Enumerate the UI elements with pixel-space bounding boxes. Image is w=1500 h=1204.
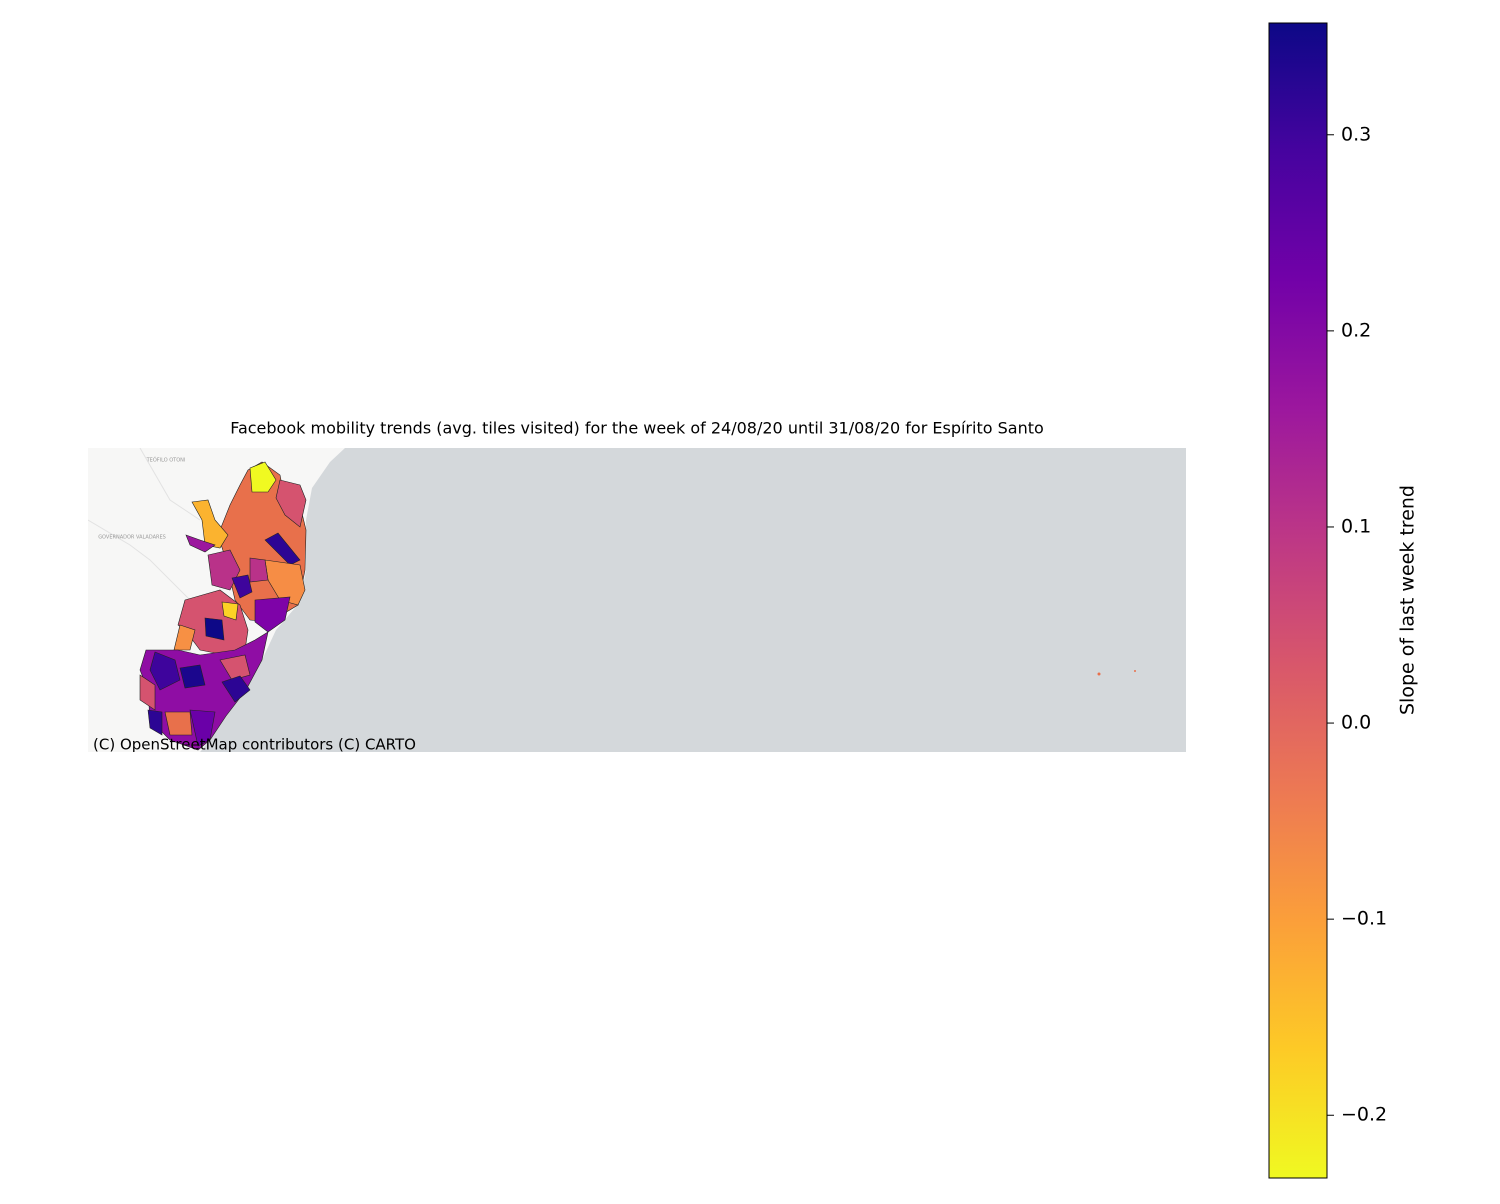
map: TEÓFILO OTONI GOVERNADOR VALADARES bbox=[88, 448, 1186, 754]
basemap-label: GOVERNADOR VALADARES bbox=[98, 535, 166, 541]
map-title: Facebook mobility trends (avg. tiles vis… bbox=[230, 419, 1044, 438]
attribution: (C) OpenStreetMap contributors (C) CARTO bbox=[93, 736, 416, 754]
colorbar-tick-label: 0.3 bbox=[1341, 123, 1371, 145]
municipality bbox=[250, 558, 268, 582]
basemap-label: TEÓFILO OTONI bbox=[146, 457, 186, 464]
island bbox=[1134, 670, 1136, 672]
colorbar-tick-label: −0.1 bbox=[1341, 908, 1387, 930]
colorbar-tick-label: 0.2 bbox=[1341, 319, 1371, 341]
colorbar-tick-label: 0.1 bbox=[1341, 515, 1371, 537]
colorbar bbox=[1269, 23, 1327, 1178]
municipality bbox=[165, 712, 192, 735]
island bbox=[1098, 673, 1101, 676]
colorbar-label: Slope of last week trend bbox=[1397, 485, 1419, 715]
colorbar-tick-label: 0.0 bbox=[1341, 712, 1371, 734]
colorbar-tick-label: −0.2 bbox=[1341, 1104, 1387, 1126]
municipality bbox=[205, 618, 224, 640]
